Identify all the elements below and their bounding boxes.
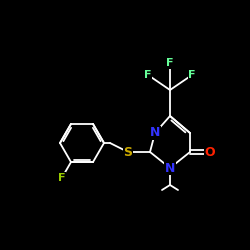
Text: F: F <box>188 70 196 80</box>
Text: N: N <box>150 126 160 140</box>
Text: S: S <box>124 146 132 158</box>
Text: O: O <box>205 146 215 158</box>
Text: F: F <box>166 58 174 68</box>
Text: N: N <box>165 162 175 174</box>
Text: F: F <box>144 70 152 80</box>
Text: F: F <box>58 173 66 183</box>
